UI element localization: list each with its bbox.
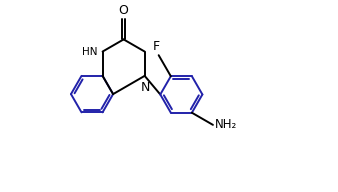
Text: HN: HN <box>82 47 98 57</box>
Text: F: F <box>153 40 160 53</box>
Text: O: O <box>119 4 128 17</box>
Text: N: N <box>141 81 150 94</box>
Text: NH₂: NH₂ <box>215 118 237 131</box>
